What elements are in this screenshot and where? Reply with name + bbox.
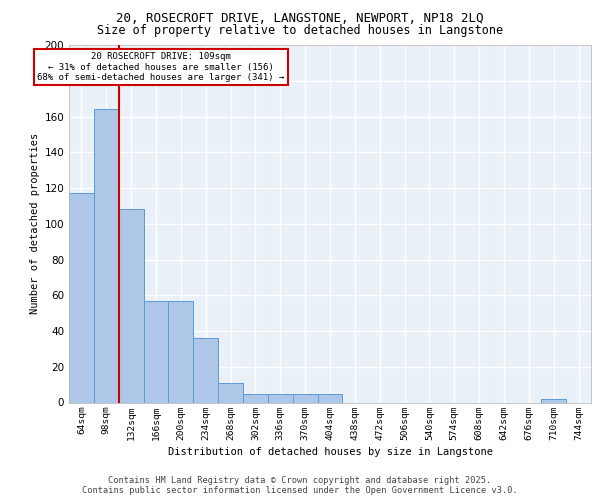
Bar <box>293 394 317 402</box>
Bar <box>193 338 218 402</box>
Bar <box>317 394 343 402</box>
Bar <box>218 383 243 402</box>
X-axis label: Distribution of detached houses by size in Langstone: Distribution of detached houses by size … <box>167 446 493 456</box>
Text: 20, ROSECROFT DRIVE, LANGSTONE, NEWPORT, NP18 2LQ: 20, ROSECROFT DRIVE, LANGSTONE, NEWPORT,… <box>116 12 484 26</box>
Y-axis label: Number of detached properties: Number of detached properties <box>30 133 40 314</box>
Bar <box>94 110 119 403</box>
Bar <box>69 194 94 402</box>
Bar <box>119 210 143 402</box>
Bar <box>143 300 169 402</box>
Text: 20 ROSECROFT DRIVE: 109sqm
← 31% of detached houses are smaller (156)
68% of sem: 20 ROSECROFT DRIVE: 109sqm ← 31% of deta… <box>37 52 284 82</box>
Bar <box>243 394 268 402</box>
Text: Contains HM Land Registry data © Crown copyright and database right 2025.: Contains HM Land Registry data © Crown c… <box>109 476 491 485</box>
Text: Contains public sector information licensed under the Open Government Licence v3: Contains public sector information licen… <box>82 486 518 495</box>
Bar <box>268 394 293 402</box>
Text: Size of property relative to detached houses in Langstone: Size of property relative to detached ho… <box>97 24 503 37</box>
Bar <box>541 399 566 402</box>
Bar <box>169 300 193 402</box>
